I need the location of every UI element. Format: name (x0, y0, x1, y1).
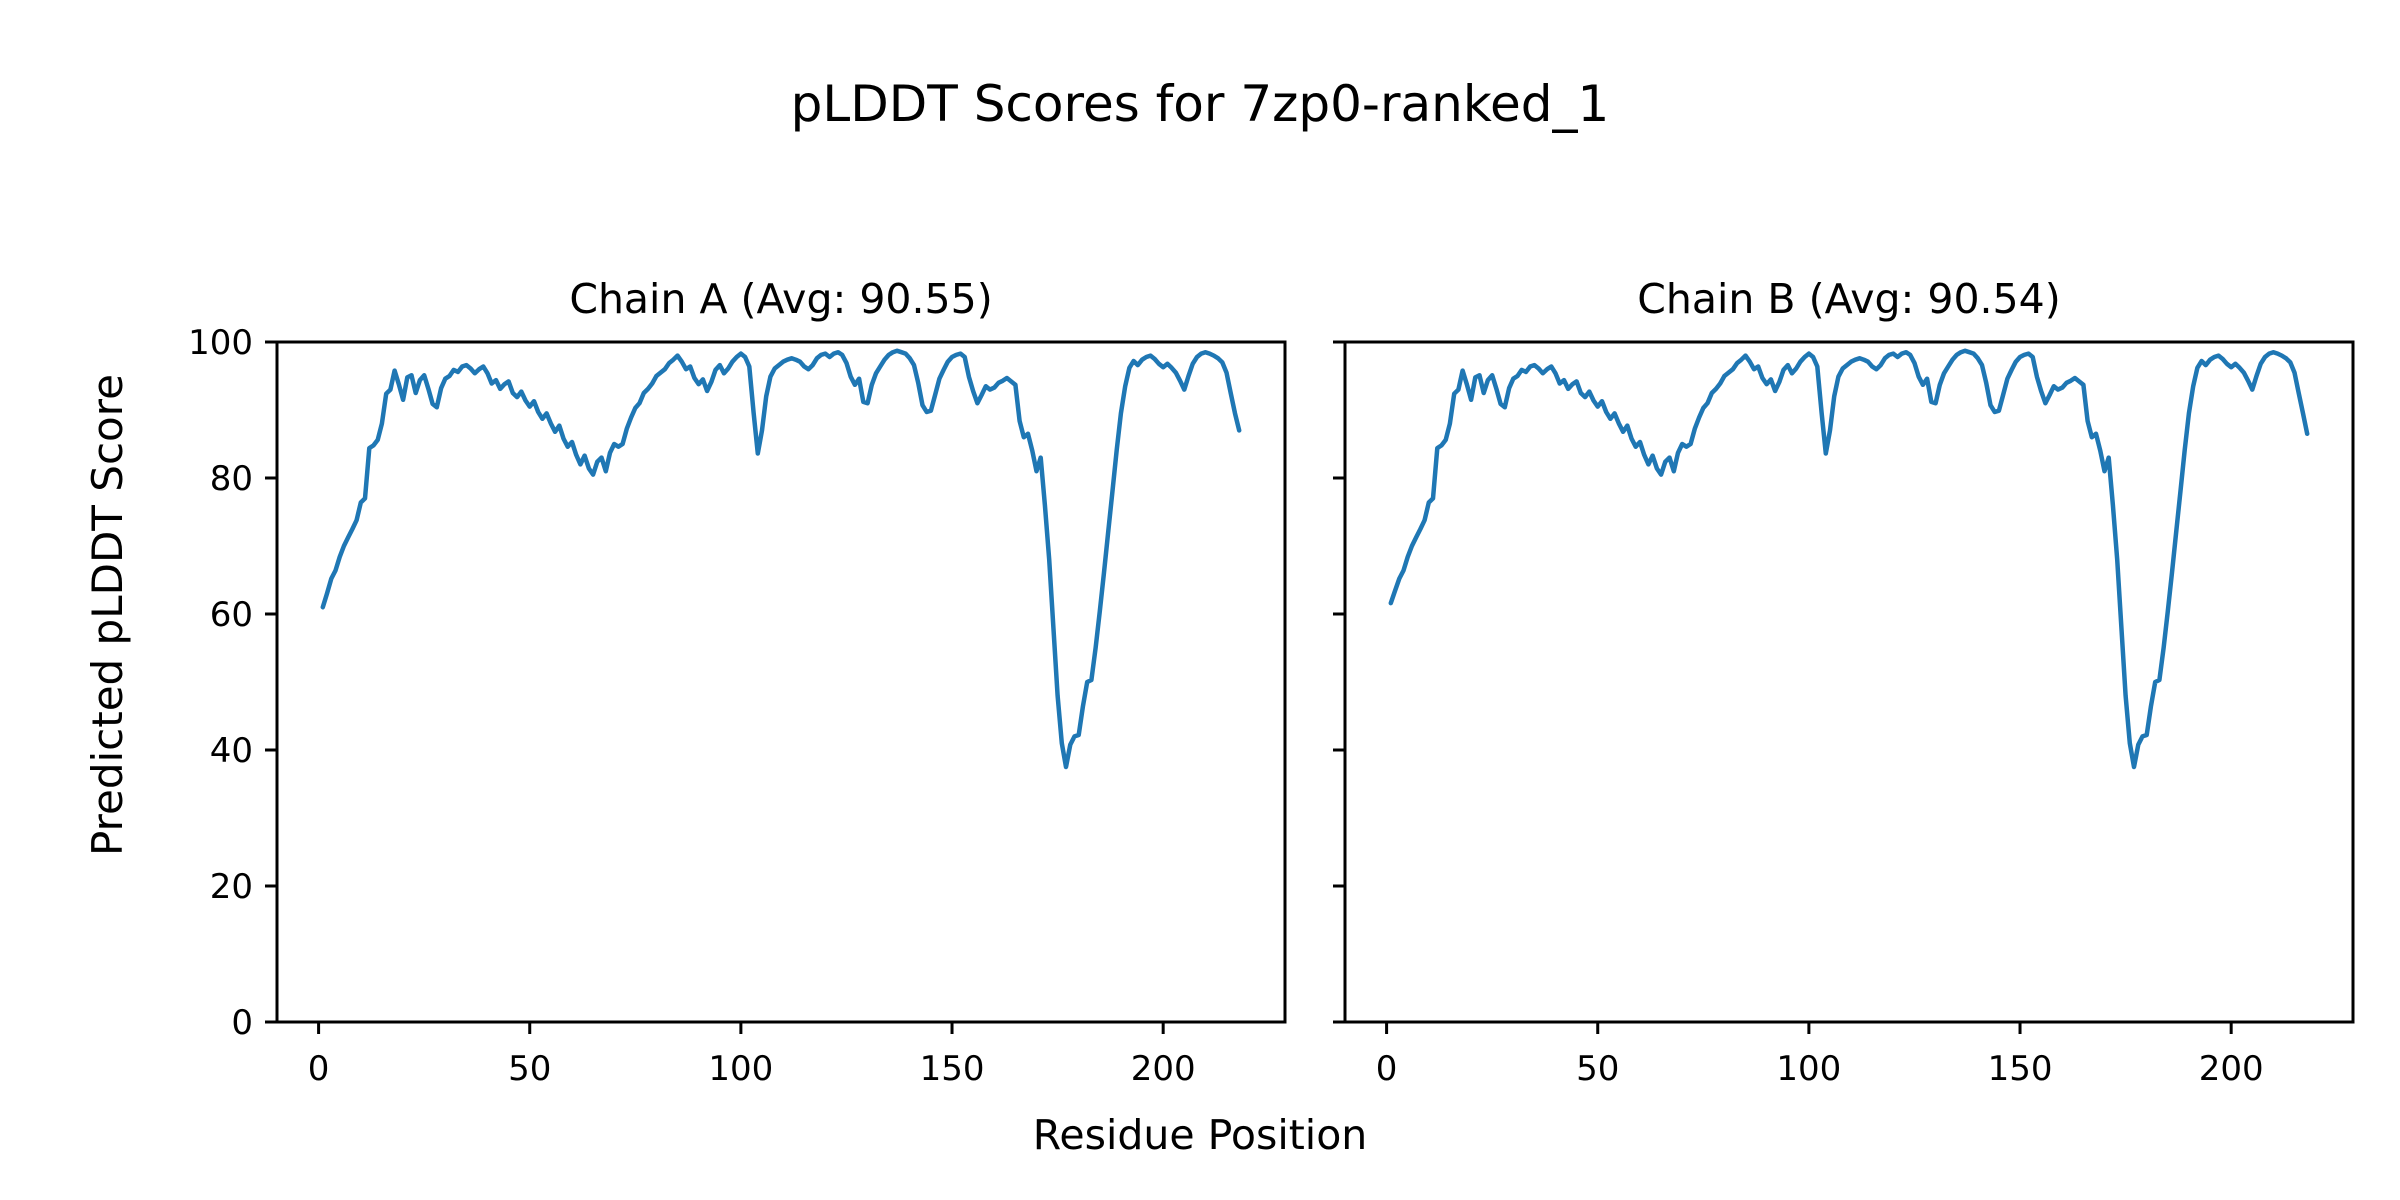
subplot-title-chain-b: Chain B (Avg: 90.54) (1637, 275, 2061, 323)
x-tick-label: 100 (1776, 1049, 1841, 1089)
subplot-title-chain-a: Chain A (Avg: 90.55) (569, 275, 993, 323)
x-tick-label: 200 (1131, 1049, 1196, 1089)
plddt-line-chain-a (320, 348, 1242, 770)
axes-spines-chain-b (1343, 340, 2355, 1024)
x-tick-label: 50 (1576, 1049, 1619, 1089)
x-tick-label: 0 (1376, 1049, 1398, 1089)
y-tick-label: 80 (210, 459, 253, 499)
axes-spines-chain-a (275, 340, 1287, 1024)
y-tick-label: 100 (188, 323, 253, 363)
y-tick-label: 0 (231, 1003, 253, 1043)
subplot-chain-a: 0 50 100 150 200 0 20 40 60 80 100 (188, 323, 1287, 1089)
x-tick-label: 200 (2199, 1049, 2264, 1089)
x-axis-label: Residue Position (1032, 1111, 1368, 1159)
figure-title: pLDDT Scores for 7zp0-ranked_1 (790, 75, 1610, 133)
subplot-chain-b: 0 50 100 150 200 (1333, 340, 2355, 1089)
plddt-line-chain-b (1388, 348, 2310, 770)
x-tick-label: 50 (508, 1049, 551, 1089)
y-tick-label: 40 (210, 731, 253, 771)
y-tick-label: 60 (210, 595, 253, 635)
x-tick-label: 0 (308, 1049, 330, 1089)
x-tick-label: 150 (920, 1049, 985, 1089)
x-tick-label: 100 (708, 1049, 773, 1089)
y-tick-label: 20 (210, 867, 253, 907)
x-tick-label: 150 (1988, 1049, 2053, 1089)
